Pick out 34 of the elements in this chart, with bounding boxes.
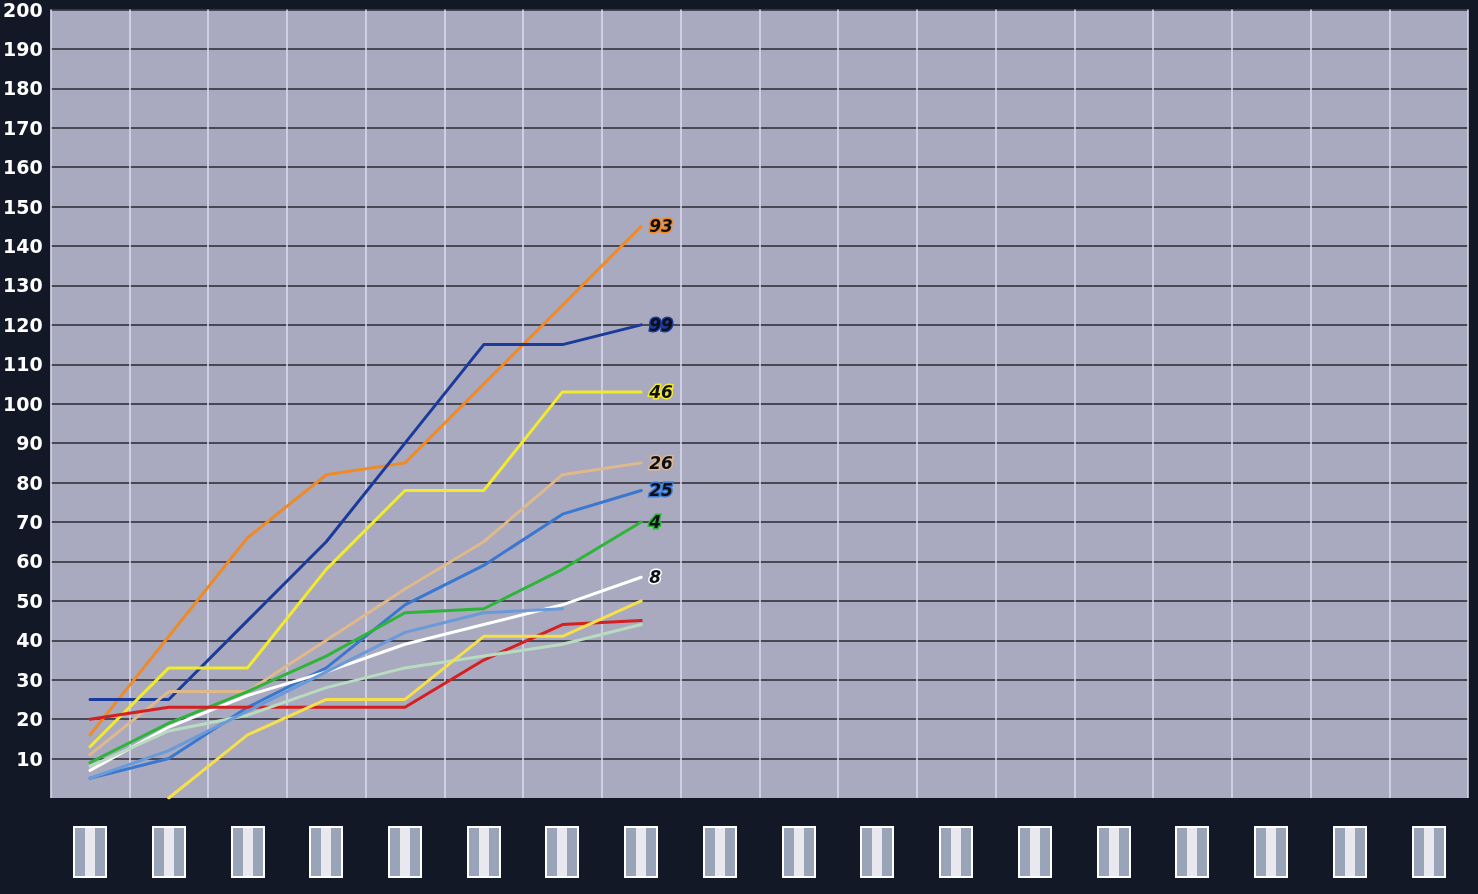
y-tick-label: 70 xyxy=(16,511,43,534)
y-tick-label: 180 xyxy=(2,77,43,100)
y-tick-label: 110 xyxy=(2,353,43,376)
line-series xyxy=(88,520,643,765)
series-label: 46 xyxy=(648,381,674,402)
y-tick-label: 20 xyxy=(16,708,43,731)
line-series xyxy=(88,619,643,721)
line-series xyxy=(88,323,643,701)
y-tick-label: 120 xyxy=(2,313,43,336)
y-tick-label: 170 xyxy=(2,116,43,139)
y-tick-label: 160 xyxy=(2,156,43,179)
y-tick-label: 30 xyxy=(16,668,43,691)
line-series xyxy=(88,390,643,749)
series-label: 26 xyxy=(649,452,674,473)
y-tick-label: 90 xyxy=(16,432,43,455)
y-tick-label: 150 xyxy=(2,195,43,218)
y-tick-label: 10 xyxy=(16,747,43,770)
y-tick-label: 100 xyxy=(2,392,43,415)
line-series xyxy=(167,599,643,800)
line-series xyxy=(88,224,643,737)
y-tick-label: 200 xyxy=(2,0,43,21)
y-tick-label: 190 xyxy=(2,37,43,60)
line-series xyxy=(88,607,564,780)
y-tick-label: 40 xyxy=(16,629,43,652)
y-tick-label: 140 xyxy=(2,235,43,258)
line-series xyxy=(88,623,643,768)
series-label: 93 xyxy=(649,216,673,237)
series-label: 8 xyxy=(649,567,662,588)
y-tick-label: 80 xyxy=(16,471,43,494)
line-series xyxy=(88,461,643,757)
y-tick-label: 60 xyxy=(16,550,43,573)
y-tick-label: 130 xyxy=(2,274,43,297)
y-tick-label: 50 xyxy=(16,589,43,612)
series-label: 25 xyxy=(649,480,673,501)
